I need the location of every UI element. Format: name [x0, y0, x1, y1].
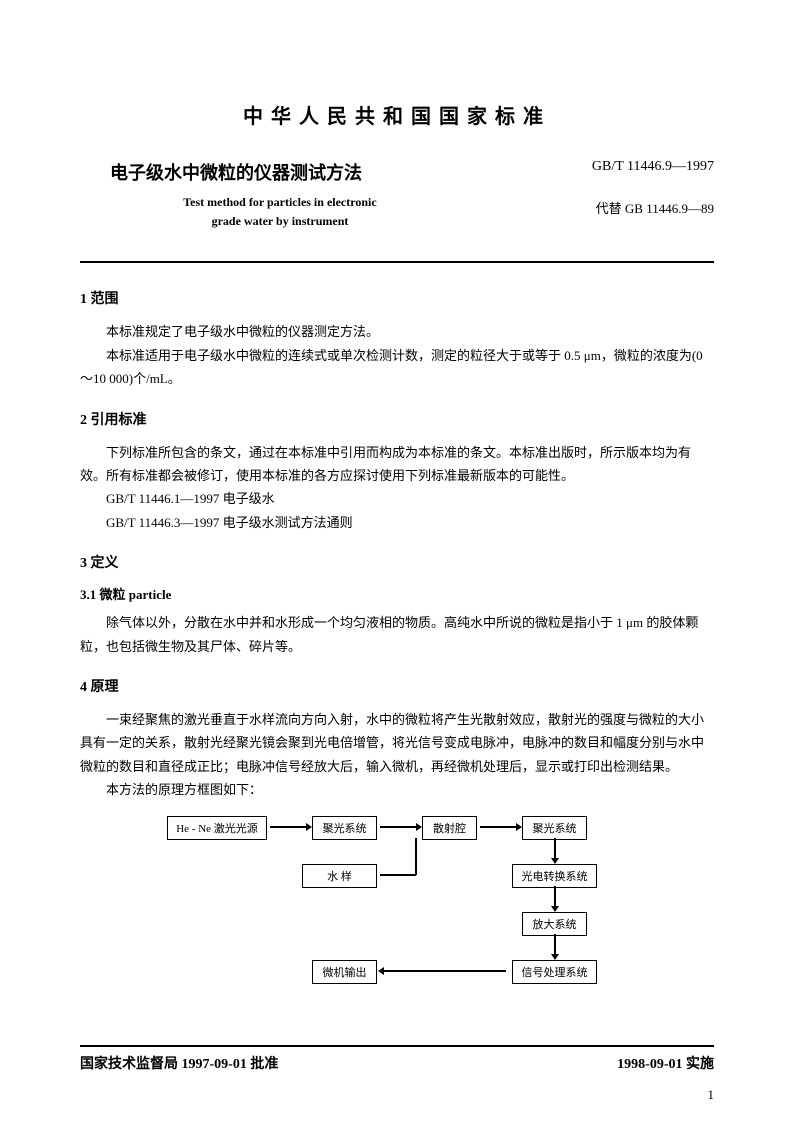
title-en-line1: Test method for particles in electronic [183, 195, 376, 209]
node-amp: 放大系统 [522, 912, 587, 936]
section-1: 1 范围 本标准规定了电子级水中微粒的仪器测定方法。 本标准适用于电子级水中微粒… [80, 288, 714, 390]
section-2: 2 引用标准 下列标准所包含的条文，通过在本标准中引用而构成为本标准的条文。本标… [80, 409, 714, 535]
edge-water-up-v [415, 838, 417, 875]
approver-text: 国家技术监督局 1997-09-01 批准 [80, 1053, 278, 1073]
page-footer: 国家技术监督局 1997-09-01 批准 1998-09-01 实施 [80, 1045, 714, 1073]
s1-p2: 本标准适用于电子级水中微粒的连续式或单次检测计数，测定的粒径大于或等于 0.5 … [80, 344, 714, 391]
edge-amp-signal [554, 934, 556, 954]
node-focus2: 聚光系统 [522, 816, 587, 840]
edge-focus1-scatter [380, 826, 416, 828]
section-1-title: 1 范围 [80, 288, 714, 308]
title-english: Test method for particles in electronic … [80, 193, 430, 231]
section-2-title: 2 引用标准 [80, 409, 714, 429]
replace-text: 代替 GB 11446.9—89 [596, 193, 714, 217]
impl-date-text: 1998-09-01 实施 [617, 1053, 714, 1073]
footer-divider [80, 1045, 714, 1047]
section-3: 3 定义 3.1 微粒 particle 除气体以外，分散在水中并和水形成一个均… [80, 552, 714, 658]
page-number: 1 [708, 1087, 715, 1103]
title-en-line2: grade water by instrument [212, 214, 349, 228]
node-water: 水 样 [302, 864, 377, 888]
s4-p2: 本方法的原理方框图如下： [80, 778, 714, 801]
s2-ref2: GB/T 11446.3—1997 电子级水测试方法通则 [80, 511, 714, 534]
section-4: 4 原理 一束经聚焦的激光垂直于水样流向方向入射，水中的微粒将产生光散射效应，散… [80, 676, 714, 1017]
s1-p1: 本标准规定了电子级水中微粒的仪器测定方法。 [80, 320, 714, 343]
s2-p1: 下列标准所包含的条文，通过在本标准中引用而构成为本标准的条文。本标准出版时，所示… [80, 441, 714, 488]
edge-photo-amp [554, 886, 556, 906]
flowchart-diagram: He - Ne 激光光源 聚光系统 散射腔 聚光系统 水 样 光电转换系统 放大… [147, 816, 647, 1016]
title-en-row: Test method for particles in electronic … [80, 193, 714, 231]
edge-water-arrow-h [415, 838, 416, 839]
s3-p1: 除气体以外，分散在水中并和水形成一个均匀液相的物质。高纯水中所说的微粒是指小于 … [80, 611, 714, 658]
title-chinese: 电子级水中微粒的仪器测试方法 [80, 159, 362, 185]
section-4-body: 一束经聚焦的激光垂直于水样流向方向入射，水中的微粒将产生光散射效应，散射光的强度… [80, 708, 714, 802]
edge-signal-output [384, 970, 506, 972]
document-header: 中华人民共和国国家标准 电子级水中微粒的仪器测试方法 GB/T 11446.9—… [80, 100, 714, 231]
node-photo: 光电转换系统 [512, 864, 597, 888]
footer-row: 国家技术监督局 1997-09-01 批准 1998-09-01 实施 [80, 1053, 714, 1073]
section-1-body: 本标准规定了电子级水中微粒的仪器测定方法。 本标准适用于电子级水中微粒的连续式或… [80, 320, 714, 390]
s4-p1: 一束经聚焦的激光垂直于水样流向方向入射，水中的微粒将产生光散射效应，散射光的强度… [80, 708, 714, 778]
edge-laser-focus1 [270, 826, 306, 828]
edge-water-up-h [380, 874, 416, 876]
node-focus1: 聚光系统 [312, 816, 377, 840]
s2-ref1: GB/T 11446.1—1997 电子级水 [80, 487, 714, 510]
section-3-title: 3 定义 [80, 552, 714, 572]
standard-code: GB/T 11446.9—1997 [592, 159, 714, 175]
header-divider [80, 261, 714, 263]
section-3-body: 除气体以外，分散在水中并和水形成一个均匀液相的物质。高纯水中所说的微粒是指小于 … [80, 611, 714, 658]
s3-sub-title: 3.1 微粒 particle [80, 584, 714, 603]
title-row: 电子级水中微粒的仪器测试方法 GB/T 11446.9—1997 [80, 159, 714, 185]
node-laser: He - Ne 激光光源 [167, 816, 267, 840]
node-scatter: 散射腔 [422, 816, 477, 840]
edge-focus2-photo [554, 838, 556, 858]
node-output: 微机输出 [312, 960, 377, 984]
node-signal: 信号处理系统 [512, 960, 597, 984]
org-title: 中华人民共和国国家标准 [80, 100, 714, 129]
edge-scatter-focus2 [480, 826, 516, 828]
section-2-body: 下列标准所包含的条文，通过在本标准中引用而构成为本标准的条文。本标准出版时，所示… [80, 441, 714, 535]
section-4-title: 4 原理 [80, 676, 714, 696]
